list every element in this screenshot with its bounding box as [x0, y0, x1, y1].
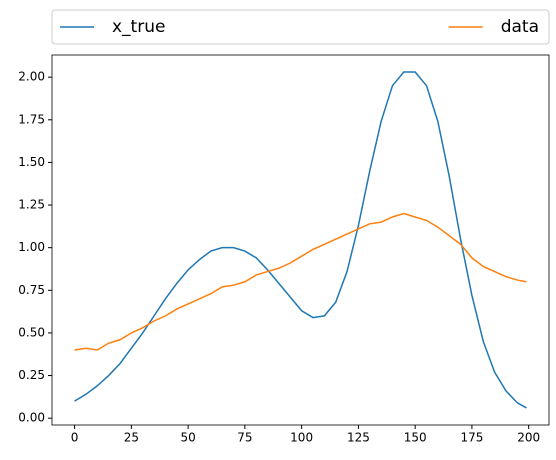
y-tick-label: 0.00	[18, 411, 45, 425]
x-tick-label: 100	[290, 431, 313, 445]
x-tick-label: 200	[517, 431, 540, 445]
y-tick-label: 0.50	[18, 325, 45, 339]
legend-label: x_true	[112, 17, 165, 37]
series-line	[74, 71, 527, 409]
x-tick-label: 175	[460, 431, 483, 445]
x-tick-label: 0	[71, 431, 79, 445]
y-tick-label: 1.75	[18, 112, 45, 126]
y-tick-label: 0.75	[18, 283, 45, 297]
x-tick-label: 50	[180, 431, 195, 445]
x-tick-label: 125	[347, 431, 370, 445]
legend-label: data	[501, 17, 539, 37]
y-tick-label: 2.00	[18, 70, 45, 84]
y-tick-label: 1.25	[18, 198, 45, 212]
x-tick-label: 75	[237, 431, 252, 445]
x-tick-label: 25	[124, 431, 139, 445]
x-tick-label: 150	[404, 431, 427, 445]
plot-frame	[51, 54, 550, 426]
legend-box	[51, 9, 550, 45]
y-tick-label: 1.50	[18, 155, 45, 169]
y-tick-label: 1.00	[18, 240, 45, 254]
y-tick-label: 0.25	[18, 368, 45, 382]
series-line	[74, 212, 527, 351]
